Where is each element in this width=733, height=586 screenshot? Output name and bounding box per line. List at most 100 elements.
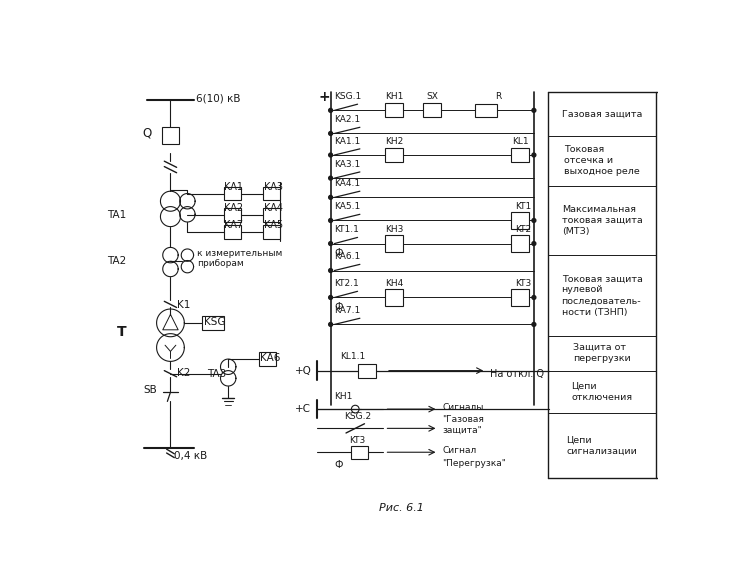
Bar [385,104,403,117]
Text: KA2.1: KA2.1 [334,115,361,124]
Text: TA3: TA3 [207,369,226,379]
Text: KT3: KT3 [349,435,365,445]
Text: +: + [319,90,331,104]
Bar [476,104,497,117]
Bar [224,208,240,222]
Text: +Q: +Q [295,366,312,376]
Circle shape [328,241,333,246]
Text: KA3.1: KA3.1 [334,160,361,169]
Text: TA1: TA1 [107,210,127,220]
Text: к измерительным
приборам: к измерительным приборам [197,248,283,268]
Text: KA4: KA4 [264,203,283,213]
Text: KA5: KA5 [264,220,283,230]
Text: Защита от
перегрузки: Защита от перегрузки [573,343,631,363]
Text: KA1: KA1 [224,182,243,192]
Circle shape [328,176,333,180]
Circle shape [532,322,536,326]
Circle shape [532,108,536,113]
Text: KH4: KH4 [386,280,404,288]
Text: KA6: KA6 [259,353,280,363]
Text: KT2.1: KT2.1 [334,280,359,288]
Text: KH1: KH1 [386,92,404,101]
Text: Максимальная
токовая защита
(МТЗ): Максимальная токовая защита (МТЗ) [561,205,642,236]
Text: KA7.1: KA7.1 [334,306,361,315]
Circle shape [328,295,333,299]
Text: KT2: KT2 [515,226,531,234]
Text: Ф: Ф [334,302,343,312]
Text: KA1.1: KA1.1 [334,137,361,146]
Text: K1: K1 [177,300,190,310]
Text: "Газовая: "Газовая [442,415,484,424]
Text: Q: Q [143,127,152,140]
Text: Сигналы: Сигналы [442,403,484,412]
Circle shape [328,196,333,199]
Text: Цепи
сигнализации: Цепи сигнализации [567,435,638,456]
Circle shape [328,108,333,113]
Text: Цепи
отключения: Цепи отключения [572,381,633,402]
Text: KA3: KA3 [264,182,283,192]
Text: На откл. Q: На откл. Q [490,369,544,379]
Circle shape [328,322,333,326]
Text: Токовая
отсечка и
выходное реле: Токовая отсечка и выходное реле [564,145,640,176]
Circle shape [328,268,333,272]
Text: K2: K2 [177,368,190,378]
Text: KA5.1: KA5.1 [334,202,361,211]
Text: KL1: KL1 [512,137,529,146]
Bar [162,127,179,144]
Text: Токовая защита
нулевой
последователь-
ности (ТЗНП): Токовая защита нулевой последователь- но… [561,274,643,316]
Text: KA2: KA2 [224,203,243,213]
Text: KT1.1: KT1.1 [334,226,359,234]
Text: KA7: KA7 [224,220,243,230]
Circle shape [328,219,333,223]
Circle shape [532,295,536,299]
Text: KA6.1: KA6.1 [334,253,361,261]
Bar [385,289,403,306]
Circle shape [328,131,333,135]
Bar [224,225,240,239]
Text: защита": защита" [442,426,482,435]
Bar [385,148,403,162]
Circle shape [532,241,536,246]
Circle shape [532,219,536,223]
Bar [511,148,529,162]
Bar [259,352,276,366]
Bar [202,316,224,330]
Circle shape [328,153,333,157]
Text: KSG.2: KSG.2 [345,412,372,421]
Bar [358,364,376,377]
Bar [263,225,280,239]
Bar [511,212,529,229]
Text: Ф: Ф [334,248,343,258]
Text: KSG: KSG [204,316,225,327]
Text: Рис. 6.1: Рис. 6.1 [379,503,424,513]
Text: "Перегрузка": "Перегрузка" [442,458,507,468]
Text: R: R [496,92,501,101]
Bar [385,235,403,252]
Text: T: T [117,325,126,339]
Text: KH1: KH1 [334,393,353,401]
Text: KA4.1: KA4.1 [334,179,361,188]
Bar [351,446,369,459]
Text: +C: +C [295,404,312,414]
Text: KSG.1: KSG.1 [334,92,361,101]
Text: 0,4 кВ: 0,4 кВ [174,451,207,461]
Bar [224,186,240,200]
Text: SB: SB [144,385,158,395]
Bar [263,186,280,200]
Bar [423,104,441,117]
Bar [511,289,529,306]
Text: KT3: KT3 [515,280,531,288]
Text: KL1.1: KL1.1 [340,352,365,362]
Text: Газовая защита: Газовая защита [562,110,642,118]
Text: KT1: KT1 [515,202,531,211]
Text: Ф: Ф [334,460,343,470]
Text: TA2: TA2 [107,256,127,266]
Text: KH3: KH3 [386,226,404,234]
Bar [263,208,280,222]
Text: SX: SX [426,92,438,101]
Text: 6(10) кВ: 6(10) кВ [196,93,240,103]
Text: KH2: KH2 [386,137,404,146]
Text: Сигнал: Сигнал [442,446,476,455]
Circle shape [532,153,536,157]
Bar [511,235,529,252]
